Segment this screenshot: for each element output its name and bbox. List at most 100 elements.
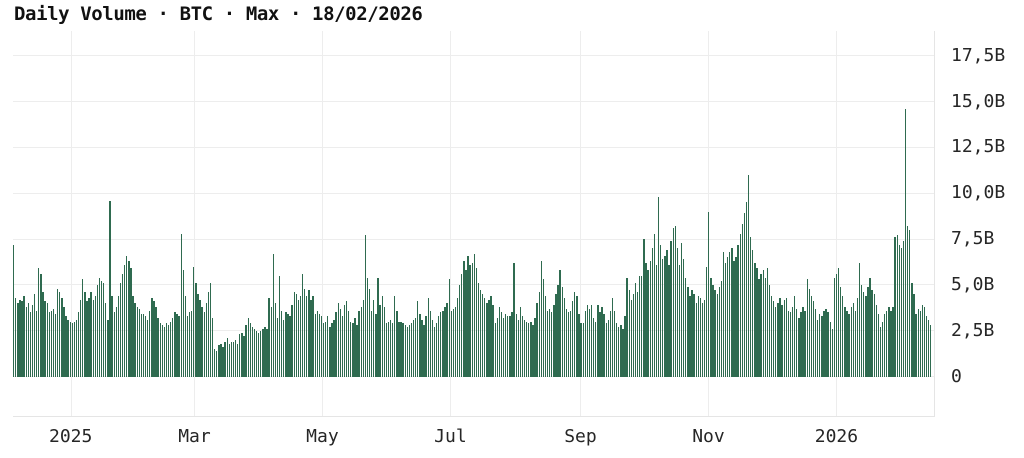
volume-bar [789,312,792,377]
volume-bar [77,312,80,377]
volume-bar [394,295,396,377]
volume-bar [785,297,787,377]
volume-bar [86,301,88,377]
volume-bar [268,297,270,377]
volume-bar [270,306,272,377]
bars-layer [13,56,934,377]
volume-bar [467,255,469,377]
volume-bar [435,323,438,377]
volume-bar [856,297,859,377]
volume-bar [865,295,867,377]
volume-bar [454,306,457,377]
volume-bar [318,314,321,377]
volume-bar [339,308,341,377]
volume-bar [262,328,264,377]
volume-bar [618,327,620,377]
volume-bar [919,310,921,377]
volume-bar [502,317,505,377]
volume-bar [500,312,503,377]
volume-bar [911,283,913,377]
volume-bar [417,301,419,377]
volume-bar [387,321,390,377]
volume-bar [415,317,417,377]
gridline-horizontal [13,192,934,194]
volume-bar [808,288,810,377]
volume-bar [752,250,754,377]
volume-bar [482,294,484,377]
volume-bar [19,299,21,377]
volume-bar [90,292,92,377]
volume-bar [429,310,431,377]
volume-bar [469,264,471,377]
volume-bar [852,303,854,377]
volume-bar [170,321,172,377]
volume-bar [134,303,136,377]
volume-bar [278,275,281,377]
volume-bar [842,295,844,377]
volume-bar [680,242,683,377]
volume-bar [193,266,195,377]
volume-bar [88,297,90,377]
gridline-vertical [70,31,72,416]
volume-bar [683,259,685,377]
volume-bar [909,229,911,377]
volume-bar [773,301,775,377]
volume-bar [230,341,233,377]
volume-bar [718,286,720,377]
volume-bar [603,314,605,377]
volume-bar [239,334,241,377]
volume-bar [475,268,478,377]
volume-bar [352,323,354,377]
volume-bar [770,295,773,377]
volume-bar [17,303,19,377]
volume-bar [486,303,488,377]
volume-bar [904,108,907,377]
volume-bar [492,305,494,377]
volume-bar [831,328,833,377]
volume-bar [741,224,743,377]
volume-bar [879,327,882,377]
volume-bar [762,270,764,377]
y-axis-label: 0 [951,365,962,387]
volume-bar [739,233,741,377]
volume-bar [860,284,863,377]
x-axis-label: Jul [434,426,467,447]
volume-bar [917,308,919,377]
volume-bar [896,235,898,377]
volume-bar [783,299,785,377]
volume-bar [817,319,819,377]
volume-bar [722,251,725,377]
volume-bar [578,314,580,377]
volume-bar [662,259,664,377]
volume-bar [750,237,752,377]
volume-bar [636,292,639,377]
volume-bar [927,319,930,377]
volume-bar [819,314,821,377]
volume-bar [142,314,145,377]
volume-bar [214,349,216,377]
volume-bar [572,301,574,377]
volume-bar [703,299,706,377]
volume-bar [726,257,729,377]
volume-bar [306,295,308,377]
volume-bar [758,279,760,377]
volume-bar [823,310,825,377]
volume-bar [448,279,450,377]
volume-bar [471,262,473,377]
volume-bar [159,323,161,377]
x-axis-label: May [306,426,339,447]
volume-bar [737,244,739,377]
gridline-horizontal [13,284,934,286]
volume-bar [745,202,748,377]
volume-bar [360,306,362,377]
volume-bar [31,305,34,377]
volume-bar [760,273,762,377]
volume-bar [733,261,735,377]
volume-bar [224,341,226,377]
volume-bar [295,294,297,377]
volume-bar [121,273,124,377]
volume-bar [444,306,446,377]
volume-bar [440,312,442,377]
volume-bar [452,308,455,377]
volume-bar [27,303,29,377]
